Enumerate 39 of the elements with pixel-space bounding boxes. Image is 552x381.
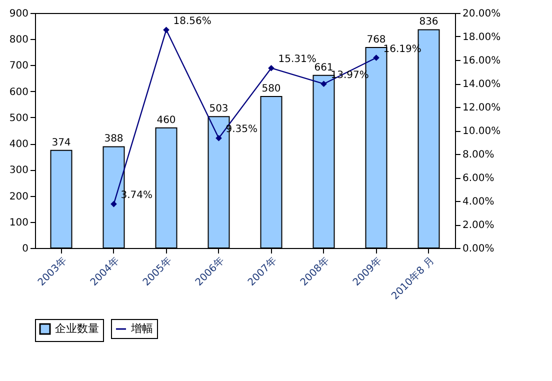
data-label: 503: [209, 104, 228, 115]
y-tick-label: 0: [22, 244, 28, 254]
y-tick-label: 600: [9, 86, 28, 98]
data-label: 661: [314, 62, 334, 74]
data-label: 15.31%: [278, 54, 316, 66]
data-label: 460: [156, 114, 176, 126]
data-label: 18.56%: [173, 16, 212, 27]
y-tick-label: 300: [9, 165, 28, 176]
legend-label: 增幅: [130, 322, 153, 335]
data-label: 836: [419, 16, 438, 28]
point: [216, 134, 222, 142]
point: [320, 80, 327, 88]
y2-tick-label: 16.00%: [462, 56, 501, 66]
y2-tick-label: 18.00%: [462, 32, 501, 43]
y2-tick-label: 8.00%: [462, 150, 494, 160]
legend-label: 企业数量: [55, 322, 99, 335]
y2-tick-label: 0.00%: [462, 244, 494, 254]
point: [268, 64, 274, 72]
y2-tick-label: 10.00%: [462, 126, 501, 137]
data-label: 768: [366, 34, 386, 46]
y2-tick-label: 20.00%: [462, 8, 501, 20]
y2-tick-label: 6.00%: [462, 173, 494, 184]
y-tick-label: 700: [9, 60, 28, 72]
y-tick-label: 500: [9, 112, 28, 124]
y2-tick-label: 2.00%: [462, 220, 494, 231]
data-label: 388: [104, 134, 124, 145]
y-tick-label: 200: [9, 191, 28, 202]
y2-tick-label: 4.00%: [462, 196, 494, 208]
point: [373, 54, 380, 61]
point: [163, 26, 170, 34]
y-tick-label: 900: [9, 8, 28, 20]
y-tick-label: 400: [9, 139, 28, 150]
data-label: 374: [52, 137, 71, 148]
point: [110, 200, 117, 208]
y2-tick-label: 12.00%: [462, 102, 501, 114]
y2-tick-label: 14.00%: [462, 79, 501, 90]
y-tick-label: 800: [9, 34, 28, 46]
data-label: 580: [262, 84, 281, 95]
y-tick-label: 100: [9, 217, 28, 228]
